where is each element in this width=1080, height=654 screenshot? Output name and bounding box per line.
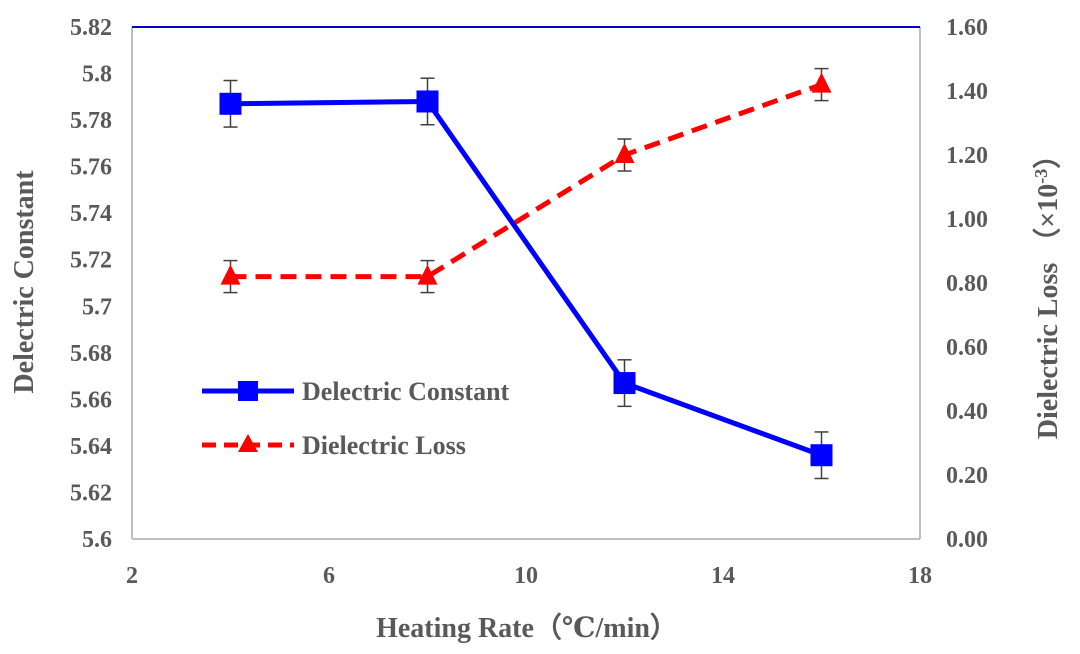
y-right-axis-title-exponent: -3 xyxy=(1031,169,1051,184)
data-point-delectric-constant xyxy=(613,372,636,395)
y-right-axis-ticks: 0.00 0.20 0.40 0.60 0.80 1.00 1.20 1.40 1.60 xyxy=(946,15,988,553)
y-right-tick-label: 0.20 xyxy=(946,463,988,489)
y-right-tick-label: 0.40 xyxy=(946,399,988,425)
y-right-axis-title-main: Dielectric Loss （×10 xyxy=(1031,184,1064,439)
y-left-axis-ticks: 5.6 5.62 5.64 5.66 5.68 5.7 5.72 5.74 5.76 5.78 5.… xyxy=(70,15,112,553)
data-point-delectric-constant xyxy=(810,444,833,467)
y-left-axis-title: Delectric Constant xyxy=(9,170,40,394)
y-right-tick-label: 0.60 xyxy=(946,335,988,361)
legend-marker-delectric-constant xyxy=(238,381,258,401)
y-right-tick-label: 0.00 xyxy=(946,527,988,553)
y-left-tick-label: 5.66 xyxy=(70,387,112,413)
legend: Delectric Constant Dielectric Loss xyxy=(202,377,510,460)
data-point-delectric-constant xyxy=(416,90,439,113)
y-right-axis-title: Dielectric Loss （×10-3） xyxy=(1031,141,1064,439)
x-tick-label: 14 xyxy=(711,563,735,589)
x-axis-ticks: 2 6 10 14 18 xyxy=(126,563,932,589)
y-left-tick-label: 5.62 xyxy=(70,480,112,506)
y-left-tick-label: 5.72 xyxy=(70,248,112,274)
x-tick-label: 2 xyxy=(126,563,138,589)
y-right-tick-label: 1.60 xyxy=(946,15,988,41)
x-axis-title: Heating Rate（℃/min） xyxy=(376,611,678,644)
series-line-delectric-constant xyxy=(230,98,823,458)
x-tick-label: 18 xyxy=(908,563,932,589)
y-left-tick-label: 5.76 xyxy=(70,155,112,181)
y-left-tick-label: 5.8 xyxy=(82,62,112,88)
legend-marker-dielectric-loss xyxy=(238,434,258,452)
y-right-tick-label: 0.80 xyxy=(946,271,988,297)
series-layer xyxy=(219,67,833,480)
x-tick-label: 6 xyxy=(323,563,335,589)
y-left-tick-label: 5.64 xyxy=(70,434,112,460)
data-point-dielectric-loss xyxy=(220,264,241,285)
plot-frame xyxy=(131,26,921,540)
x-tick-label: 10 xyxy=(514,563,538,589)
data-point-dielectric-loss xyxy=(811,72,832,93)
y-right-tick-label: 1.40 xyxy=(946,79,988,105)
y-left-tick-label: 5.78 xyxy=(70,108,112,134)
y-right-axis-title-close: ） xyxy=(1031,141,1064,169)
legend-label-dielectric-loss: Dielectric Loss xyxy=(302,431,466,460)
y-right-tick-label: 1.20 xyxy=(946,143,988,169)
y-left-tick-label: 5.68 xyxy=(70,341,112,367)
data-point-dielectric-loss xyxy=(614,143,635,163)
y-right-tick-label: 1.00 xyxy=(946,207,988,233)
legend-label-delectric-constant: Delectric Constant xyxy=(302,377,510,406)
y-left-tick-label: 5.7 xyxy=(82,294,112,320)
y-left-tick-label: 5.82 xyxy=(70,15,112,41)
y-left-tick-label: 5.74 xyxy=(70,201,112,227)
data-point-dielectric-loss xyxy=(417,264,438,285)
series-line-dielectric-loss xyxy=(230,82,823,280)
data-point-delectric-constant xyxy=(219,92,242,115)
y-left-tick-label: 5.6 xyxy=(82,527,112,553)
